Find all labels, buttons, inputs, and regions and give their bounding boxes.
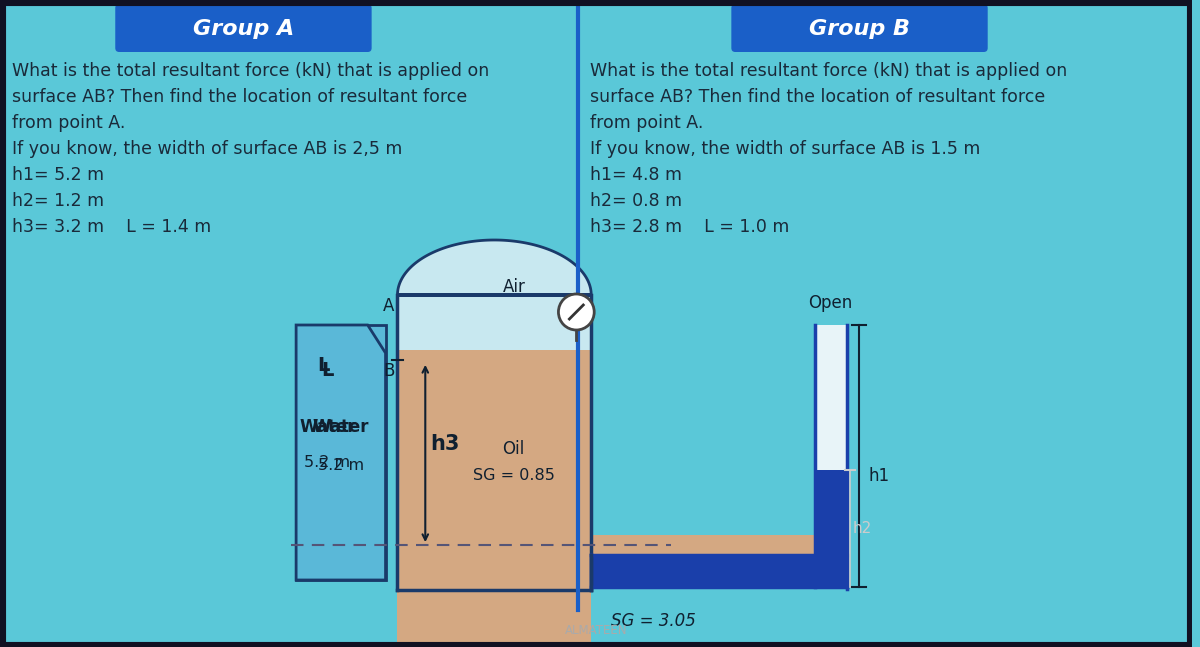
Polygon shape [296,325,385,580]
Text: surface AB? Then find the location of resultant force: surface AB? Then find the location of re… [590,88,1045,106]
Text: h3: h3 [431,433,460,454]
Text: h1= 4.8 m: h1= 4.8 m [590,166,683,184]
Bar [397,350,592,645]
Text: Oil: Oil [503,439,524,457]
Text: surface AB? Then find the location of resultant force: surface AB? Then find the location of re… [12,88,467,106]
Text: What is the total resultant force (kN) that is applied on: What is the total resultant force (kN) t… [590,62,1068,80]
Text: ALMATEEN: ALMATEEN [565,624,628,637]
Text: If you know, the width of surface AB is 2,5 m: If you know, the width of surface AB is … [12,140,402,158]
Text: h2= 1.2 m: h2= 1.2 m [12,192,104,210]
Text: from point A.: from point A. [12,114,125,132]
Text: What is the total resultant force (kN) that is applied on: What is the total resultant force (kN) t… [12,62,490,80]
Bar [592,535,847,555]
Text: SG = 3.05: SG = 3.05 [611,612,696,630]
Text: h2: h2 [852,521,872,536]
Text: Group A: Group A [193,19,294,39]
Text: h3= 3.2 m    L = 1.4 m: h3= 3.2 m L = 1.4 m [12,218,211,236]
Text: Water: Water [299,418,355,436]
Text: If you know, the width of surface AB is 1.5 m: If you know, the width of surface AB is … [590,140,980,158]
Text: B: B [383,362,395,380]
Bar [592,555,847,587]
FancyBboxPatch shape [731,4,988,52]
Text: Group B: Group B [809,19,910,39]
Bar [296,325,385,580]
Text: L: L [317,356,329,375]
Text: from point A.: from point A. [590,114,703,132]
Text: 5.2 m: 5.2 m [305,455,350,470]
Text: L: L [322,362,334,380]
Text: A: A [383,297,395,315]
Text: Open: Open [809,294,853,312]
Text: Air: Air [503,278,526,296]
FancyBboxPatch shape [115,4,372,52]
Bar [815,325,847,470]
Bar [397,295,592,350]
Text: Water: Water [312,418,370,436]
Circle shape [558,294,594,330]
Text: h1: h1 [869,467,889,485]
Text: SG = 0.85: SG = 0.85 [473,468,554,483]
Polygon shape [397,240,592,295]
Text: h2= 0.8 m: h2= 0.8 m [590,192,683,210]
Text: h3= 2.8 m    L = 1.0 m: h3= 2.8 m L = 1.0 m [590,218,790,236]
Text: 5.2 m: 5.2 m [318,457,364,473]
Bar [815,470,847,555]
Text: h1= 5.2 m: h1= 5.2 m [12,166,104,184]
